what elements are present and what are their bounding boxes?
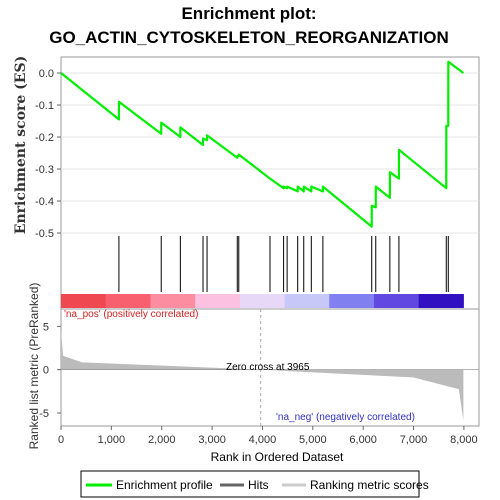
es-y-tick-label: -0.4: [35, 196, 54, 208]
legend-profile-label: Enrichment profile: [116, 478, 213, 492]
heat-bar-segment: [329, 294, 375, 308]
heat-bar-segment: [61, 294, 107, 308]
metric-y-axis-label: Ranked list metric (PreRanked): [27, 283, 41, 450]
chart-title-line1: Enrichment plot:: [181, 4, 316, 23]
es-y-tick-label: -0.3: [35, 164, 54, 176]
es-y-tick-label: -0.5: [35, 228, 54, 240]
es-y-tick-label: 0.0: [39, 68, 54, 80]
rank-heat-bar: [61, 294, 464, 308]
heat-bar-segment: [150, 294, 196, 308]
x-tick-label: 0: [58, 434, 64, 446]
heat-bar-segment: [105, 294, 151, 308]
es-y-ticks: 0.0 -0.1 -0.2 -0.3 -0.4 -0.5: [35, 68, 61, 240]
es-y-axis-label: Enrichment score (ES): [13, 56, 29, 234]
zero-cross-label: Zero cross at 3965: [226, 362, 310, 373]
x-tick-label: 5,000: [299, 434, 327, 446]
na-neg-label: 'na_neg' (negatively correlated): [276, 412, 415, 423]
x-axis-ticks: 0 1,000 2,000 3,000 4,000 5,000 6,000 7,000 8,00…: [58, 426, 478, 446]
x-tick-label: 2,000: [148, 434, 176, 446]
legend-box: [80, 470, 420, 498]
legend-metric-label: Ranking metric scores: [310, 478, 429, 492]
legend: Enrichment profile Hits Ranking metric s…: [80, 470, 429, 498]
x-tick-label: 1,000: [98, 434, 126, 446]
legend-hits-label: Hits: [248, 478, 269, 492]
x-axis-label: Rank in Ordered Dataset: [211, 450, 344, 464]
heat-bar-segment: [195, 294, 241, 308]
x-tick-label: 7,000: [400, 434, 428, 446]
es-y-tick-label: -0.1: [35, 100, 54, 112]
na-pos-label: 'na_pos' (positively correlated): [64, 309, 198, 320]
metric-y-tick-label: 5: [43, 321, 49, 333]
x-tick-label: 6,000: [349, 434, 377, 446]
metric-y-tick-label: 0: [43, 365, 49, 377]
heat-bar-segment: [418, 294, 464, 308]
x-tick-label: 3,000: [198, 434, 226, 446]
heat-bar-segment: [373, 294, 420, 308]
chart-title-line2: GO_ACTIN_CYTOSKELETON_REORGANIZATION: [49, 28, 449, 47]
es-gridlines: [61, 72, 479, 234]
x-tick-label: 8,000: [450, 434, 478, 446]
heat-bar-segment: [284, 294, 330, 308]
hit-markers: [118, 236, 449, 292]
x-tick-label: 4,000: [249, 434, 277, 446]
es-panel: [60, 56, 480, 234]
metric-y-tick-label: -5: [39, 408, 49, 420]
enrichment-profile-line: [60, 60, 465, 228]
metric-y-ticks: 5 0 -5: [39, 321, 61, 420]
ranking-metric-area: [61, 330, 464, 421]
heat-bar-segment: [239, 294, 286, 308]
es-y-tick-label: -0.2: [35, 132, 54, 144]
